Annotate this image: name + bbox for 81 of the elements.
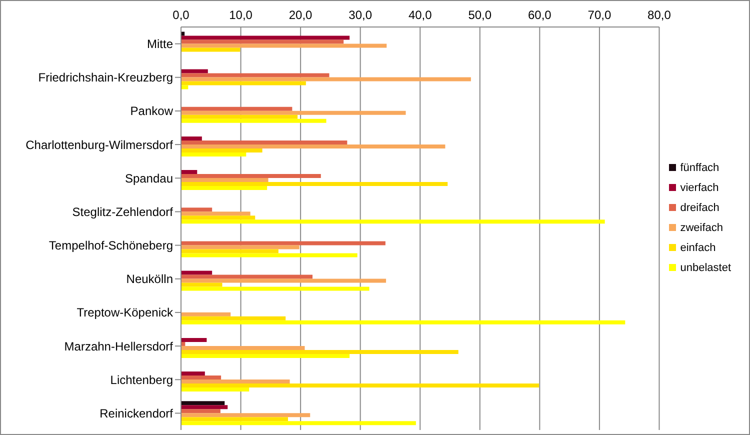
bar xyxy=(181,405,228,410)
y-tick-label: Reinickendorf xyxy=(100,406,174,420)
bar xyxy=(181,77,471,82)
bar xyxy=(181,81,306,86)
bar xyxy=(181,409,220,414)
bar xyxy=(181,140,348,144)
x-tick-label: 0,0 xyxy=(172,8,190,22)
y-tick-label: Treptow-Köpenick xyxy=(76,306,174,320)
legend-label: dreifach xyxy=(680,202,720,214)
x-tick-label: 10,0 xyxy=(229,8,253,22)
bar xyxy=(181,48,240,52)
x-tick-label: 60,0 xyxy=(528,8,552,22)
bar xyxy=(181,270,212,275)
bar xyxy=(181,245,300,250)
bar xyxy=(181,312,231,316)
bar xyxy=(181,380,290,384)
bar xyxy=(181,178,268,182)
bar xyxy=(181,249,278,254)
bar xyxy=(181,182,448,186)
y-tick-label: Mitte xyxy=(146,37,174,52)
bar xyxy=(181,136,202,140)
legend-label: fünffach xyxy=(680,162,720,174)
bar xyxy=(181,220,605,224)
bar xyxy=(181,106,292,111)
y-tick-label: Pankow xyxy=(130,104,174,118)
y-tick-label: Steglitz-Zehlendorf xyxy=(72,204,174,219)
x-tick-label: 50,0 xyxy=(468,8,492,22)
bar xyxy=(181,417,288,422)
y-tick-label: Tempelhof-Schöneberg xyxy=(48,238,173,253)
bar xyxy=(181,401,225,406)
legend-label: vierfach xyxy=(680,182,719,194)
bar xyxy=(181,376,222,380)
bar xyxy=(181,350,458,354)
bar xyxy=(181,278,386,283)
x-tick-label: 70,0 xyxy=(588,8,612,22)
bar xyxy=(181,354,350,358)
y-tick-label: Lichtenberg xyxy=(110,372,173,387)
bar xyxy=(181,274,313,279)
bar xyxy=(181,73,330,78)
legend-label: zweifach xyxy=(680,222,724,234)
bar xyxy=(181,85,188,90)
y-tick-label: Friedrichshain-Kreuzberg xyxy=(38,70,173,85)
bar xyxy=(181,69,208,74)
bar xyxy=(181,118,326,123)
bar xyxy=(181,170,198,174)
bar xyxy=(181,346,305,350)
bar xyxy=(181,372,205,376)
bar xyxy=(181,174,321,178)
x-tick-label: 20,0 xyxy=(288,8,313,22)
bar xyxy=(181,40,344,44)
x-tick-label: 30,0 xyxy=(348,8,372,22)
bar xyxy=(181,286,370,291)
bar xyxy=(181,384,540,388)
legend-label: unbelastet xyxy=(680,262,731,274)
bar xyxy=(181,36,350,40)
bar xyxy=(181,253,358,258)
bar xyxy=(181,216,256,220)
bar xyxy=(181,241,386,246)
y-tick-label: Neukölln xyxy=(126,272,173,286)
y-tick-label: Charlottenburg-Wilmersdorf xyxy=(26,138,174,152)
bar xyxy=(181,282,222,287)
bar xyxy=(181,338,207,342)
bar xyxy=(181,44,387,48)
y-tick-label: Marzahn-Hellersdorf xyxy=(64,339,174,354)
bar xyxy=(181,148,262,152)
bar xyxy=(181,114,298,119)
bar xyxy=(181,388,250,392)
x-tick-label: 80,0 xyxy=(648,8,672,22)
y-tick-label: Spandau xyxy=(124,171,173,186)
x-tick-label: 40,0 xyxy=(408,8,432,22)
bar xyxy=(181,152,246,156)
bar xyxy=(181,212,250,216)
bar xyxy=(181,316,286,320)
bar xyxy=(181,320,626,324)
legend-label: einfach xyxy=(680,242,716,254)
bar xyxy=(181,144,446,148)
bar xyxy=(181,421,416,426)
bar xyxy=(181,186,268,190)
bar xyxy=(181,413,310,418)
bar xyxy=(181,208,212,212)
bar xyxy=(181,110,406,115)
